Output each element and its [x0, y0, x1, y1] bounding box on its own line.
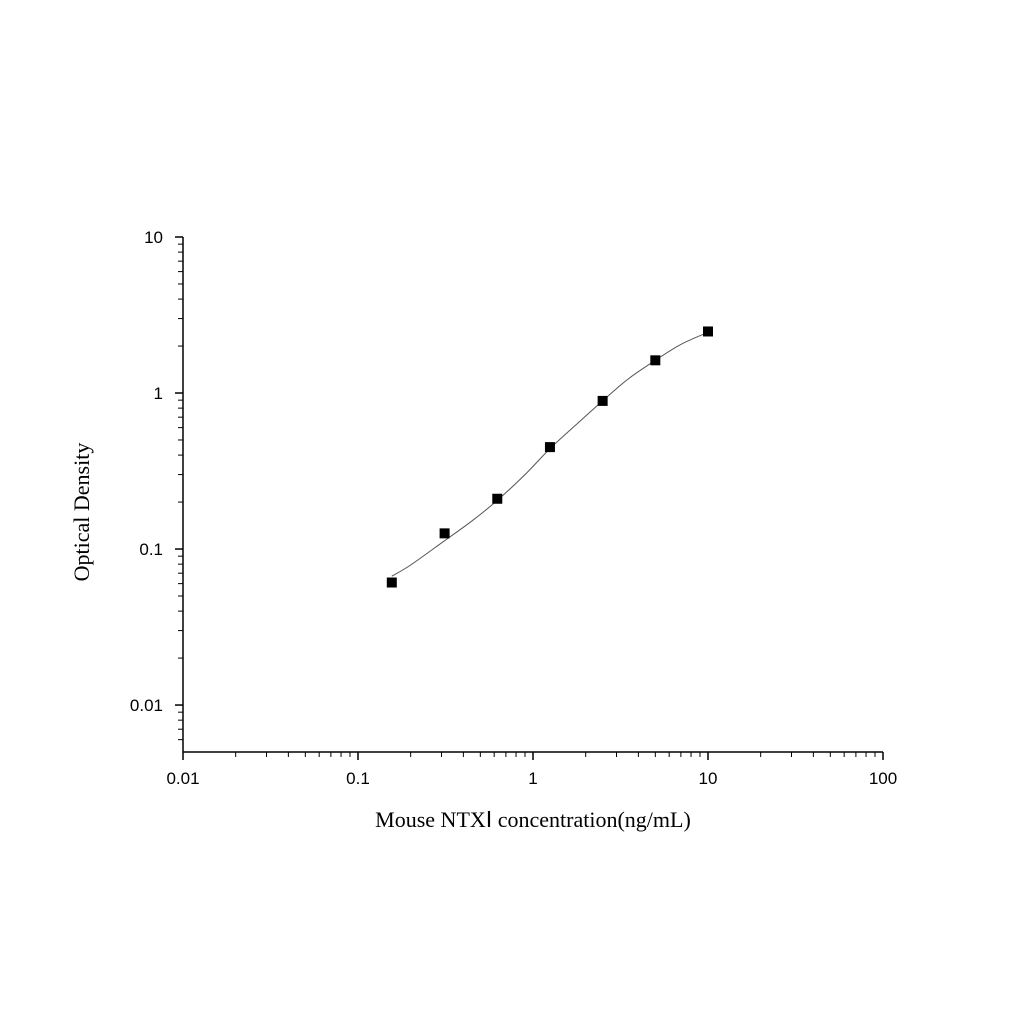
y-tick-label: 1	[154, 384, 163, 403]
data-point	[597, 395, 608, 406]
data-point	[544, 442, 555, 453]
fit-curve	[391, 331, 709, 577]
x-axis-title: Mouse NTXⅠ concentration(ng/mL)	[375, 807, 691, 832]
x-tick-label: 100	[869, 769, 897, 788]
data-point	[386, 577, 397, 588]
y-axis-title: Optical Density	[69, 443, 94, 582]
data-point	[439, 528, 450, 539]
y-tick-label: 10	[144, 228, 163, 247]
y-tick-label: 0.01	[130, 696, 163, 715]
axes: 0.01 0.1 1 10 100 0.01 0.1 1 10	[130, 228, 897, 788]
y-tick-label: 0.1	[139, 540, 163, 559]
data-point	[703, 326, 713, 337]
x-tick-label: 10	[699, 769, 718, 788]
data-points	[386, 326, 713, 588]
data-point	[492, 493, 503, 504]
x-tick-label: 0.01	[166, 769, 199, 788]
data-point	[650, 355, 661, 366]
x-tick-label: 0.1	[346, 769, 370, 788]
x-tick-label: 1	[528, 769, 537, 788]
